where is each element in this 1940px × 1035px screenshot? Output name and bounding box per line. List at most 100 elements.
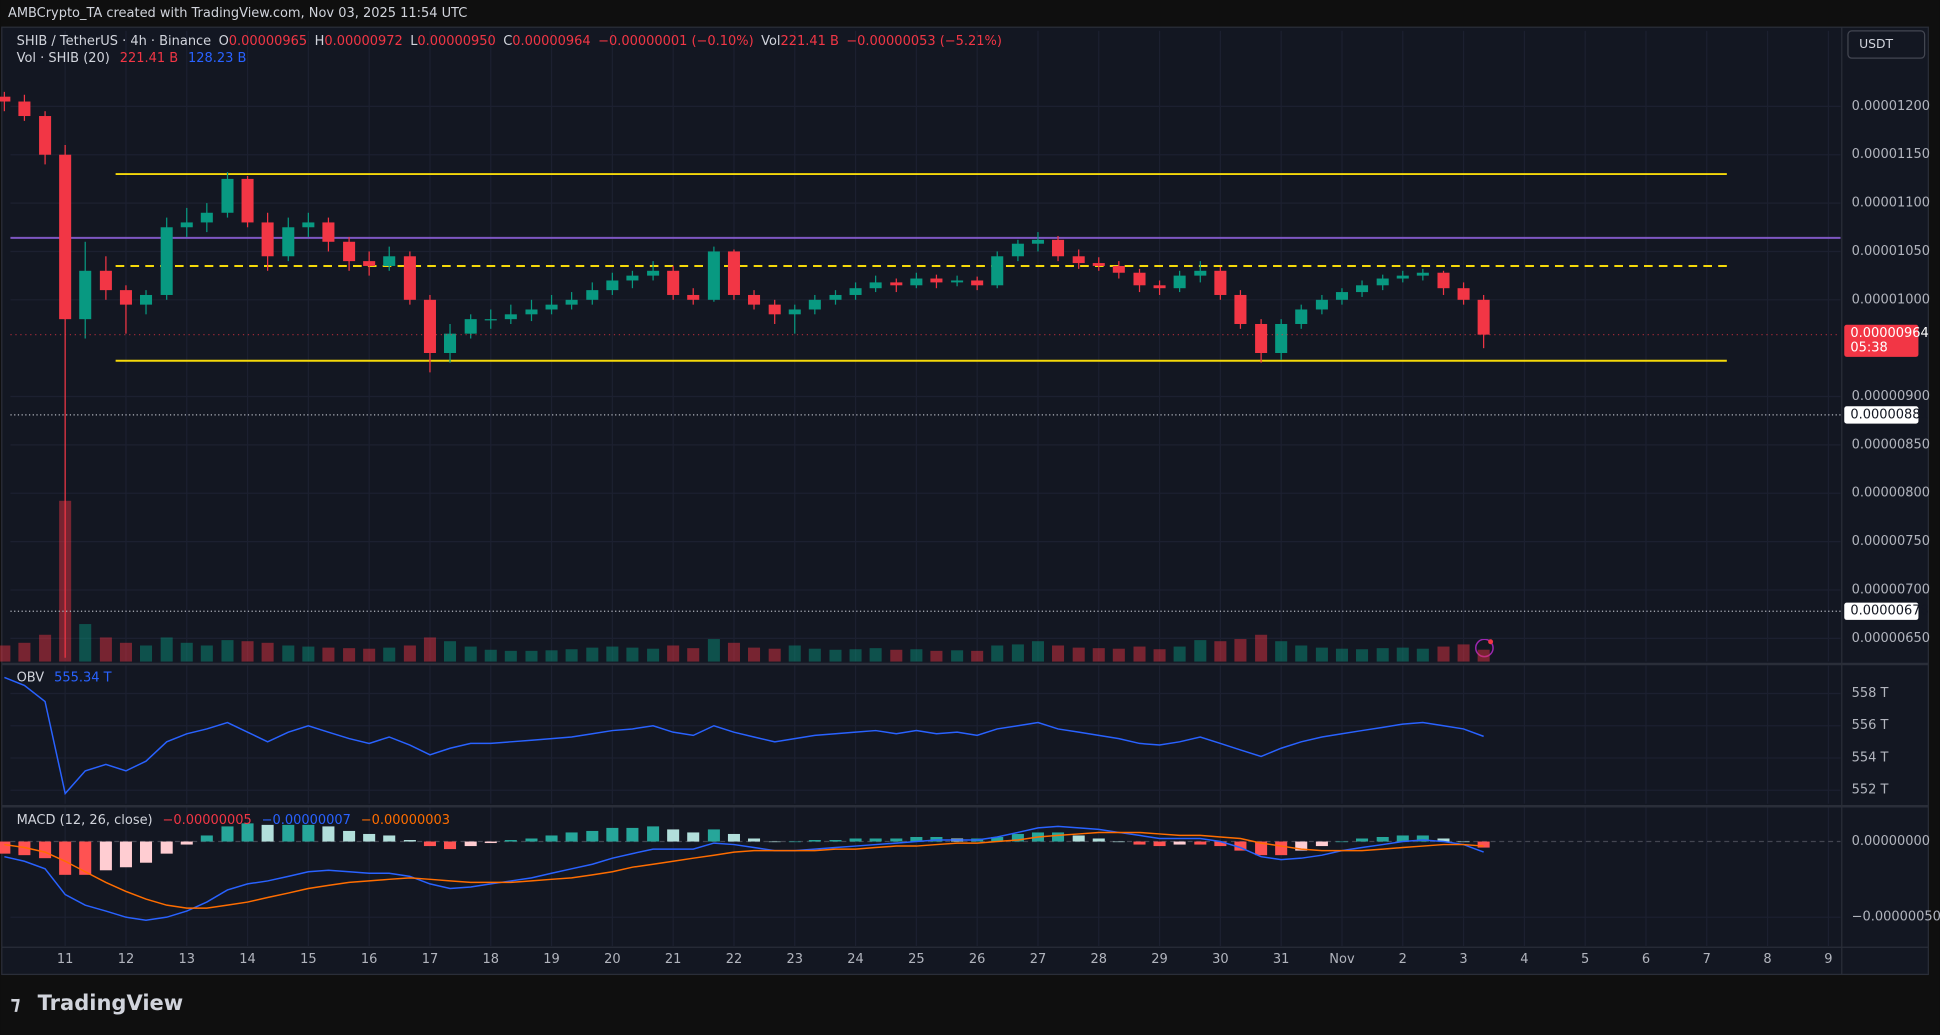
candle-body <box>139 294 153 305</box>
histogram-bar <box>282 824 295 842</box>
indicator-value: 555.34 T <box>54 670 112 685</box>
volume-bar <box>1011 644 1024 662</box>
volume-bar <box>221 640 234 662</box>
price-tag-label: 0.00000678 <box>1850 604 1928 619</box>
volume-bar <box>282 645 295 662</box>
volume-bar <box>160 637 173 662</box>
volume-bar <box>1092 648 1105 662</box>
x-tick-label: 24 <box>847 952 864 967</box>
volume-bar <box>302 646 315 662</box>
candle-body <box>1214 270 1227 295</box>
y-tick-label: 0.00001200 <box>1852 99 1930 114</box>
histogram-bar <box>1133 841 1146 845</box>
candle-body <box>464 319 477 334</box>
obv-line <box>4 676 1484 796</box>
legend-key: H <box>315 33 325 48</box>
brand-icon: ⁊ <box>10 992 20 1015</box>
histogram-bar <box>1052 832 1065 842</box>
price-tag-label: 0.00000881 <box>1850 407 1928 422</box>
histogram-bar <box>39 841 52 859</box>
currency-label[interactable]: USDT <box>1859 37 1893 51</box>
candle-body <box>1112 265 1125 273</box>
indicator-title: MACD (12, 26, close) <box>17 812 153 827</box>
candle-body <box>748 294 761 305</box>
volume-bar <box>545 650 558 662</box>
legend-key: C <box>503 33 512 48</box>
volume-bar <box>647 648 660 662</box>
histogram-bar <box>1011 833 1024 842</box>
candle-body <box>282 227 295 257</box>
candle-body <box>39 116 52 155</box>
countdown-label: 05:38 <box>1850 341 1887 356</box>
x-tick-label: 2 <box>1399 952 1407 967</box>
volume-bar <box>343 648 356 662</box>
candle-body <box>1031 239 1044 244</box>
x-tick-label: 25 <box>908 952 925 967</box>
histogram-bar <box>647 826 660 842</box>
histogram-bar <box>200 835 213 842</box>
price-tag <box>1844 602 1919 620</box>
histogram-bar <box>525 838 538 842</box>
alert-icon[interactable] <box>1475 638 1494 658</box>
volume-bar <box>971 650 984 662</box>
volume-bar <box>1315 647 1328 662</box>
candle-body <box>788 309 801 315</box>
candle-body <box>525 309 538 315</box>
price-tag <box>1844 406 1919 424</box>
volume-bar <box>626 647 639 662</box>
volume-bar <box>1477 649 1490 662</box>
legend: Vol · SHIB (20) 221.41 B 128.23 B <box>17 51 247 66</box>
x-tick-label: 5 <box>1581 952 1589 967</box>
y-tick-label: −0.00000050 <box>1852 910 1940 925</box>
volume-bar <box>241 641 254 662</box>
candle-body <box>626 275 639 281</box>
histogram-bar <box>808 840 821 842</box>
candle-body <box>200 212 213 223</box>
volume-bar <box>1376 648 1389 662</box>
volume-bar <box>403 645 416 662</box>
indicator-title: OBV <box>17 670 45 685</box>
signal-value: −0.00000003 <box>361 812 450 827</box>
volume-bar <box>0 645 11 662</box>
candle-body <box>1477 299 1490 335</box>
x-tick-label: 30 <box>1212 952 1229 967</box>
y-tick-label: 0.00000850 <box>1852 437 1930 452</box>
volume-title: Vol · SHIB (20) <box>17 51 110 66</box>
currency-button[interactable] <box>1847 30 1926 59</box>
histogram-bar <box>1335 841 1348 843</box>
legend-value: −0.00000053 (−5.21%) <box>846 33 1002 48</box>
volume-bar <box>606 646 619 662</box>
volume-bar <box>951 650 964 662</box>
candle-body <box>1234 294 1247 324</box>
candle-body <box>1295 309 1308 324</box>
histogram-bar <box>1477 841 1490 848</box>
histogram-bar <box>343 830 356 842</box>
histogram-bar <box>1194 841 1207 845</box>
candle-body <box>1335 292 1348 300</box>
candle-body <box>302 222 315 228</box>
legend: SHIB / TetherUS · 4h · Binance O0.0000096… <box>17 33 1002 48</box>
candle-body <box>444 333 457 354</box>
volume-bar <box>829 649 842 662</box>
volume-bar <box>1356 649 1369 662</box>
candle-body <box>484 319 497 321</box>
histogram-bar <box>0 841 11 854</box>
volume-bar <box>18 642 31 662</box>
candle-body <box>241 178 254 223</box>
volume-bar <box>1072 647 1085 662</box>
volume-bar <box>788 645 801 662</box>
y-tick-label: 0.00001050 <box>1852 244 1930 259</box>
histogram-bar <box>910 836 923 842</box>
histogram-bar <box>423 841 436 847</box>
candle-body <box>383 256 396 266</box>
y-tick-label: 556 T <box>1852 718 1889 733</box>
candle-body <box>586 290 599 300</box>
volume-bar <box>180 642 193 662</box>
y-tick-label: 0.00001100 <box>1852 196 1930 211</box>
x-tick-label: 12 <box>118 952 135 967</box>
histogram-bar <box>59 841 72 875</box>
x-tick-label: 17 <box>422 952 439 967</box>
volume-bar <box>910 649 923 662</box>
candle-body <box>829 294 842 300</box>
